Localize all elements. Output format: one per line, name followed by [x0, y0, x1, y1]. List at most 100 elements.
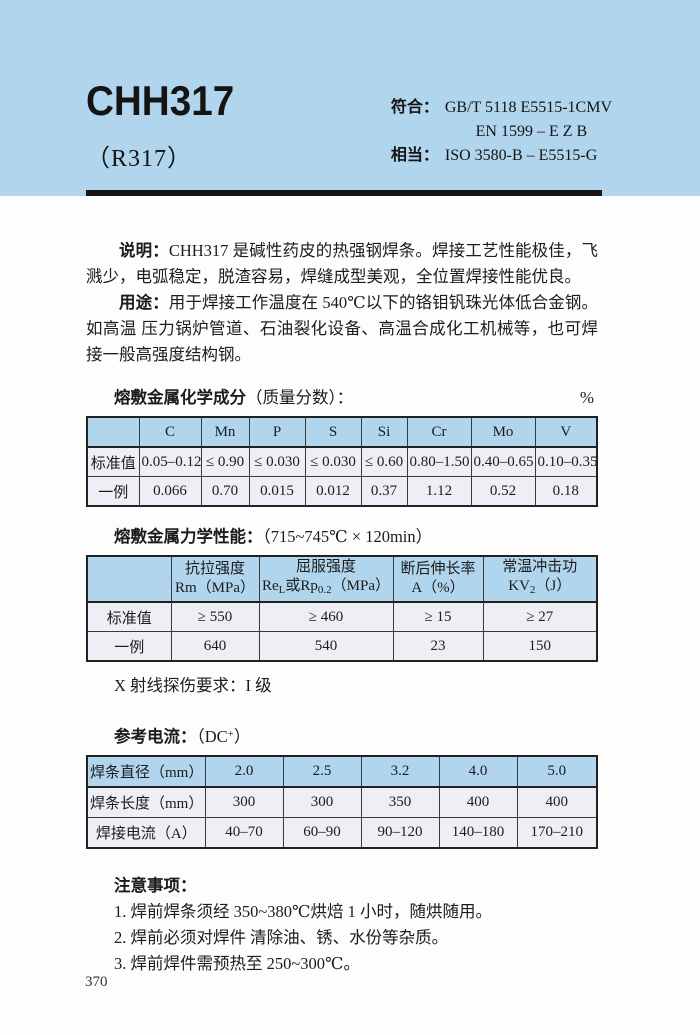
notes-section: 注意事项： 1. 焊前焊条须经 350~380℃烘焙 1 小时，随烘随用。 2.…: [86, 873, 598, 977]
row-label: 一例: [86, 476, 140, 507]
table-header-row: 焊条直径（mm） 2.0 2.5 3.2 4.0 5.0: [86, 755, 598, 788]
value-cell: 60–90: [282, 817, 362, 849]
chemical-title-main: 熔敷金属化学成分: [114, 389, 246, 407]
value-cell: 0.012: [304, 476, 362, 507]
mechanical-title-main: 熔敷金属力学性能：: [114, 528, 263, 546]
divider-bar: [86, 190, 602, 196]
value-cell: 640: [170, 631, 260, 662]
col-header: 抗拉强度 Rm（MPa）: [170, 555, 260, 603]
value-cell: 150: [482, 631, 598, 662]
conform-row-2: EN 1599 – E Z B: [391, 120, 612, 144]
value-cell: 23: [392, 631, 484, 662]
value-cell: 0.37: [360, 476, 408, 507]
col-header: Si: [360, 416, 408, 448]
current-title-main: 参考电流：: [114, 728, 197, 746]
conform-value: GB/T 5118 E5515-1CMV: [444, 99, 612, 116]
value-cell: 0.015: [248, 476, 306, 507]
product-alias: （R317）: [86, 146, 193, 172]
header-band: CHH317 （R317） 符合： GB/T 5118 E5515-1CMV EN…: [0, 0, 700, 196]
equivalent-value: ISO 3580-B – E5515-G: [444, 147, 598, 164]
table-row: 标准值 0.05–0.12 ≤ 0.90 ≤ 0.030 ≤ 0.030 ≤ 0…: [86, 446, 598, 477]
value-cell: 300: [204, 786, 284, 818]
value-cell: 350: [360, 786, 440, 818]
value-cell: 3.2: [360, 755, 440, 788]
product-title-block: CHH317 （R317）: [86, 0, 247, 173]
description-label: 说明：: [119, 242, 169, 260]
page-content: 说明：CHH317 是碱性药皮的热强钢焊条。焊接工艺性能极佳，飞溅少，电弧稳定，…: [0, 238, 700, 977]
col-header: Mo: [470, 416, 536, 448]
col-header: C: [138, 416, 202, 448]
col-header: V: [534, 416, 598, 448]
value-cell: 2.5: [282, 755, 362, 788]
col-header: P: [248, 416, 306, 448]
table-row: 一例 0.066 0.70 0.015 0.012 0.37 1.12 0.52…: [86, 476, 598, 507]
value-cell: 2.0: [204, 755, 284, 788]
value-cell: 0.05–0.12: [138, 446, 202, 477]
value-cell: ≥ 550: [170, 601, 260, 632]
col-header: 常温冲击功 KV2（J）: [482, 555, 598, 603]
description-paragraph: 说明：CHH317 是碱性药皮的热强钢焊条。焊接工艺性能极佳，飞溅少，电弧稳定，…: [86, 238, 598, 290]
table-row: 一例 640 540 23 150: [86, 631, 598, 662]
notes-title: 注意事项：: [114, 877, 197, 895]
row-label: 一例: [86, 631, 172, 662]
table-row: 焊条长度（mm） 300 300 350 400 400: [86, 786, 598, 818]
equivalent-label: 相当：: [390, 147, 439, 164]
mechanical-properties-table: 抗拉强度 Rm（MPa） 屈服强度 ReL或Rp0.2（MPa） 断后伸长率 A…: [86, 555, 598, 662]
value-cell: 400: [516, 786, 598, 818]
table-header-row: C Mn P S Si Cr Mo V: [86, 416, 598, 448]
chemical-title-paren: （质量分数）：: [246, 388, 354, 407]
row-label: 标准值: [86, 446, 140, 477]
value-cell: 1.12: [406, 476, 472, 507]
value-cell: 300: [282, 786, 362, 818]
conform-row: 符合： GB/T 5118 E5515-1CMV: [391, 96, 612, 120]
page-number: 370: [85, 974, 108, 990]
value-cell: 4.0: [438, 755, 518, 788]
value-cell: 0.066: [138, 476, 202, 507]
usage-label: 用途：: [119, 294, 169, 312]
chemical-composition-table: C Mn P S Si Cr Mo V 标准值 0.05–0.12 ≤ 0.90…: [86, 416, 598, 507]
value-cell: ≤ 0.030: [304, 446, 362, 477]
conform-label: 符合：: [390, 99, 439, 116]
table-header-row: 抗拉强度 Rm（MPa） 屈服强度 ReL或Rp0.2（MPa） 断后伸长率 A…: [86, 555, 598, 603]
value-cell: 0.10–0.35: [534, 446, 598, 477]
row-label: 标准值: [86, 601, 172, 632]
col-header: 断后伸长率 A（%）: [392, 555, 484, 603]
note-item: 3. 焊前焊件需预热至 250~300℃。: [114, 954, 361, 973]
value-cell: 0.80–1.50: [406, 446, 472, 477]
reference-current-table: 焊条直径（mm） 2.0 2.5 3.2 4.0 5.0 焊条长度（mm） 30…: [86, 755, 598, 849]
col-header: 屈服强度 ReL或Rp0.2（MPa）: [258, 555, 394, 603]
value-cell: 40–70: [204, 817, 284, 849]
current-condition: （DC+）: [196, 727, 251, 746]
value-cell: 400: [438, 786, 518, 818]
conform-value-2: EN 1599 – E Z B: [475, 123, 588, 140]
xray-requirement: X 射线探伤要求：I 级: [114, 676, 272, 695]
standards-block: 符合： GB/T 5118 E5515-1CMV EN 1599 – E Z B …: [391, 0, 612, 168]
chemical-section-title: 熔敷金属化学成分（质量分数）： %: [86, 386, 598, 410]
mechanical-condition: （715~745℃ × 120min）: [262, 527, 433, 546]
row-label: 焊条直径（mm）: [86, 755, 206, 788]
col-header: Cr: [406, 416, 472, 448]
value-cell: 0.18: [534, 476, 598, 507]
value-cell: ≥ 460: [258, 601, 394, 632]
product-model: CHH317: [86, 77, 235, 124]
description-section: 说明：CHH317 是碱性药皮的热强钢焊条。焊接工艺性能极佳，飞溅少，电弧稳定，…: [86, 238, 598, 368]
value-cell: 0.40–0.65: [470, 446, 536, 477]
row-label: 焊条长度（mm）: [86, 786, 206, 818]
value-cell: 0.52: [470, 476, 536, 507]
row-label: 焊接电流（A）: [86, 817, 206, 849]
value-cell: 90–120: [360, 817, 440, 849]
description-text: CHH317 是碱性药皮的热强钢焊条。焊接工艺性能极佳，飞溅少，电弧稳定，脱渣容…: [86, 241, 599, 286]
value-cell: 540: [258, 631, 394, 662]
note-item: 2. 焊前必须对焊件 清除油、锈、水份等杂质。: [114, 928, 449, 947]
value-cell: ≤ 0.90: [200, 446, 250, 477]
equivalent-row: 相当： ISO 3580-B – E5515-G: [391, 144, 612, 168]
value-cell: 170–210: [516, 817, 598, 849]
value-cell: ≤ 0.60: [360, 446, 408, 477]
corner-cell: [86, 555, 172, 603]
col-header: Mn: [200, 416, 250, 448]
value-cell: 5.0: [516, 755, 598, 788]
value-cell: 0.70: [200, 476, 250, 507]
value-cell: ≥ 15: [392, 601, 484, 632]
table-row: 标准值 ≥ 550 ≥ 460 ≥ 15 ≥ 27: [86, 601, 598, 632]
